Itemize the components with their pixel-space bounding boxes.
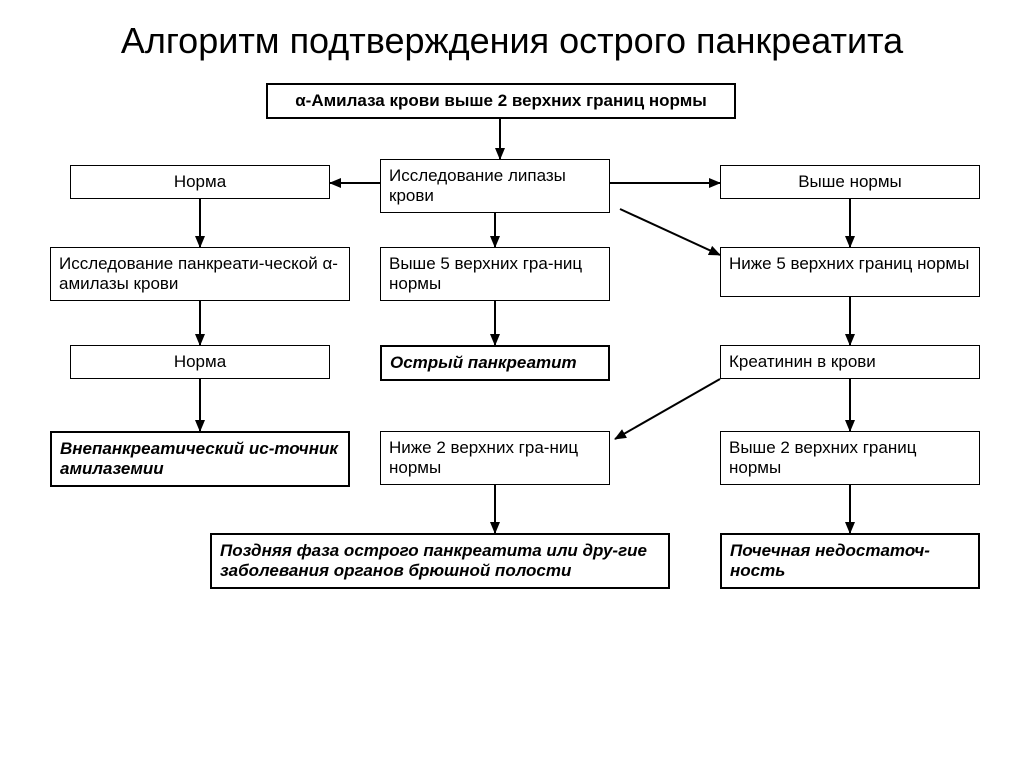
node-n3: Выше нормы bbox=[720, 165, 980, 199]
node-n11: Ниже 2 верхних гра-ниц нормы bbox=[380, 431, 610, 485]
edge bbox=[620, 209, 720, 255]
node-n1: Исследование липазы крови bbox=[380, 159, 610, 213]
node-n8: Острый панкреатит bbox=[380, 345, 610, 381]
node-n14: Почечная недостаточ-ность bbox=[720, 533, 980, 589]
node-n2: Норма bbox=[70, 165, 330, 199]
node-n7: Норма bbox=[70, 345, 330, 379]
node-n5: Выше 5 верхних гра-ниц нормы bbox=[380, 247, 610, 301]
node-n6: Ниже 5 верхних границ нормы bbox=[720, 247, 980, 297]
node-n0: α-Амилаза крови выше 2 верхних границ но… bbox=[266, 83, 736, 119]
node-n13: Поздняя фаза острого панкреатита или дру… bbox=[210, 533, 670, 589]
page-title: Алгоритм подтверждения острого панкреати… bbox=[0, 0, 1024, 73]
node-n9: Креатинин в крови bbox=[720, 345, 980, 379]
node-n4: Исследование панкреати-ческой α-амилазы … bbox=[50, 247, 350, 301]
node-n10: Внепанкреатический ис-точник амилаземии bbox=[50, 431, 350, 487]
flowchart-canvas: α-Амилаза крови выше 2 верхних границ но… bbox=[0, 73, 1024, 713]
node-n12: Выше 2 верхних границ нормы bbox=[720, 431, 980, 485]
edge bbox=[615, 379, 720, 439]
